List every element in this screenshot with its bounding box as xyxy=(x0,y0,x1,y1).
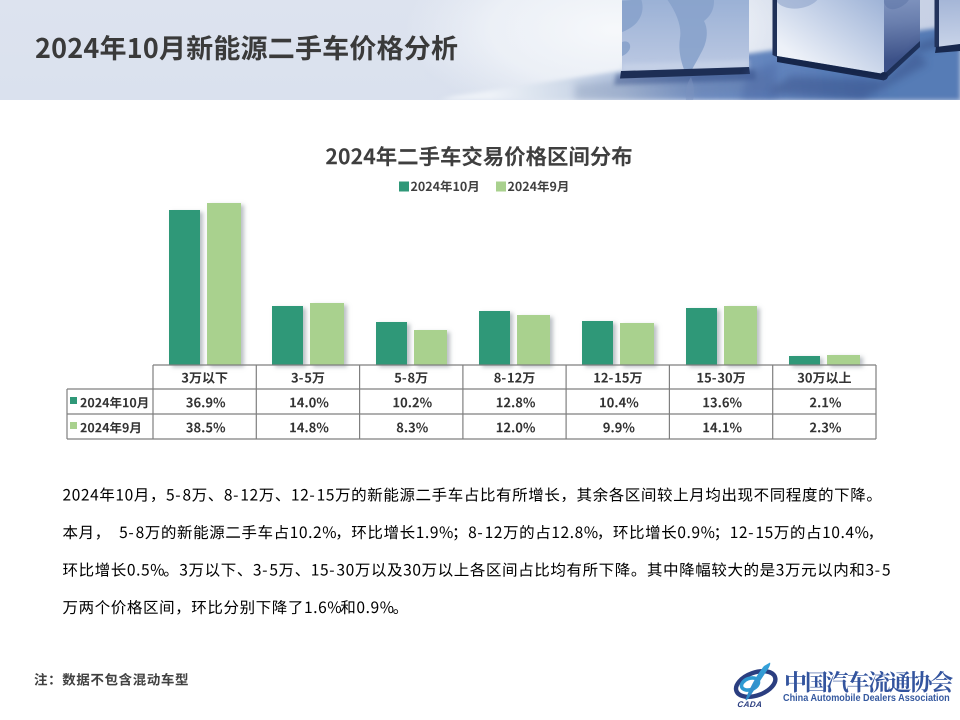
svg-text:CADA: CADA xyxy=(737,700,763,709)
